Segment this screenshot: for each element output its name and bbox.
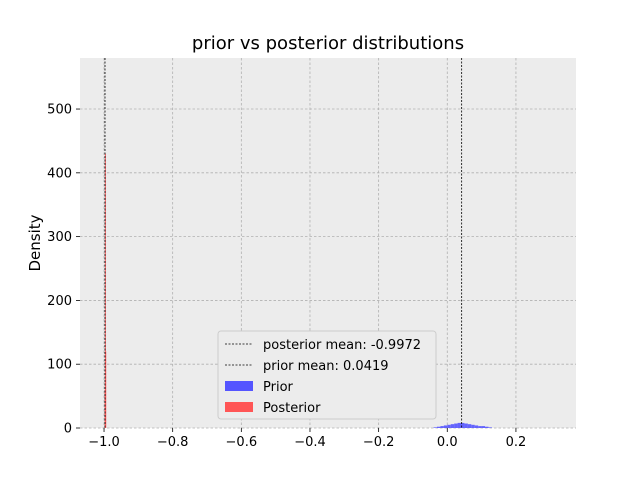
x-tick-label-1: −0.8 — [157, 435, 189, 450]
prior-bar-11 — [471, 424, 475, 428]
legend-prior-swatch — [225, 381, 253, 391]
y-tick-label-0: 0 — [64, 422, 72, 437]
prior-bar-9 — [464, 423, 468, 428]
prior-bar-2 — [440, 426, 444, 428]
prior-bar-10 — [467, 424, 472, 428]
y-tick-label-2: 200 — [47, 294, 72, 309]
legend-posterior-mean-label: posterior mean: -0.9972 — [263, 338, 421, 353]
prior-bar-13 — [478, 426, 482, 428]
prior-bar-7 — [457, 422, 462, 428]
posterior-bar-2 — [105, 351, 107, 428]
prior-bar-14 — [481, 426, 486, 428]
y-tick-label-3: 300 — [47, 230, 72, 245]
prior-bar-1 — [436, 426, 441, 428]
prior-bar-6 — [454, 423, 458, 428]
legend-posterior-label: Posterior — [263, 401, 321, 416]
x-tick-label-4: −0.2 — [363, 435, 395, 450]
mean-lines — [104, 58, 463, 428]
prior-bar-12 — [474, 425, 479, 428]
x-tick-label-5: 0.0 — [437, 435, 458, 450]
prior-bar-4 — [447, 424, 451, 428]
legend: posterior mean: -0.9972 prior mean: 0.04… — [217, 330, 437, 420]
x-tick-label-0: −1.0 — [88, 435, 120, 450]
prior-bar-5 — [450, 424, 455, 428]
y-tick-label-4: 400 — [47, 166, 72, 181]
prior-bar-15 — [485, 426, 489, 428]
y-axis-label: Density — [26, 214, 44, 271]
prior-bar-3 — [443, 425, 448, 428]
prior-bar-8 — [461, 422, 465, 428]
y-tick-label-1: 100 — [47, 358, 72, 373]
y-tick-label-5: 500 — [47, 103, 72, 118]
legend-prior-mean-label: prior mean: 0.0419 — [263, 359, 389, 374]
x-axis-ticks: −1.0 −0.8 −0.6 −0.4 −0.2 0.0 0.2 — [88, 428, 526, 450]
legend-posterior-swatch — [225, 402, 253, 412]
prior-bar-0 — [433, 427, 437, 428]
chart-title: prior vs posterior distributions — [192, 33, 464, 54]
x-tick-label-2: −0.6 — [226, 435, 258, 450]
legend-prior-label: Prior — [263, 380, 294, 395]
prior-bar-16 — [488, 427, 492, 428]
y-axis-ticks: 0 100 200 300 400 500 — [47, 103, 80, 437]
x-tick-label-3: −0.4 — [294, 435, 326, 450]
legend-box — [217, 330, 437, 420]
x-tick-label-6: 0.2 — [506, 435, 527, 450]
